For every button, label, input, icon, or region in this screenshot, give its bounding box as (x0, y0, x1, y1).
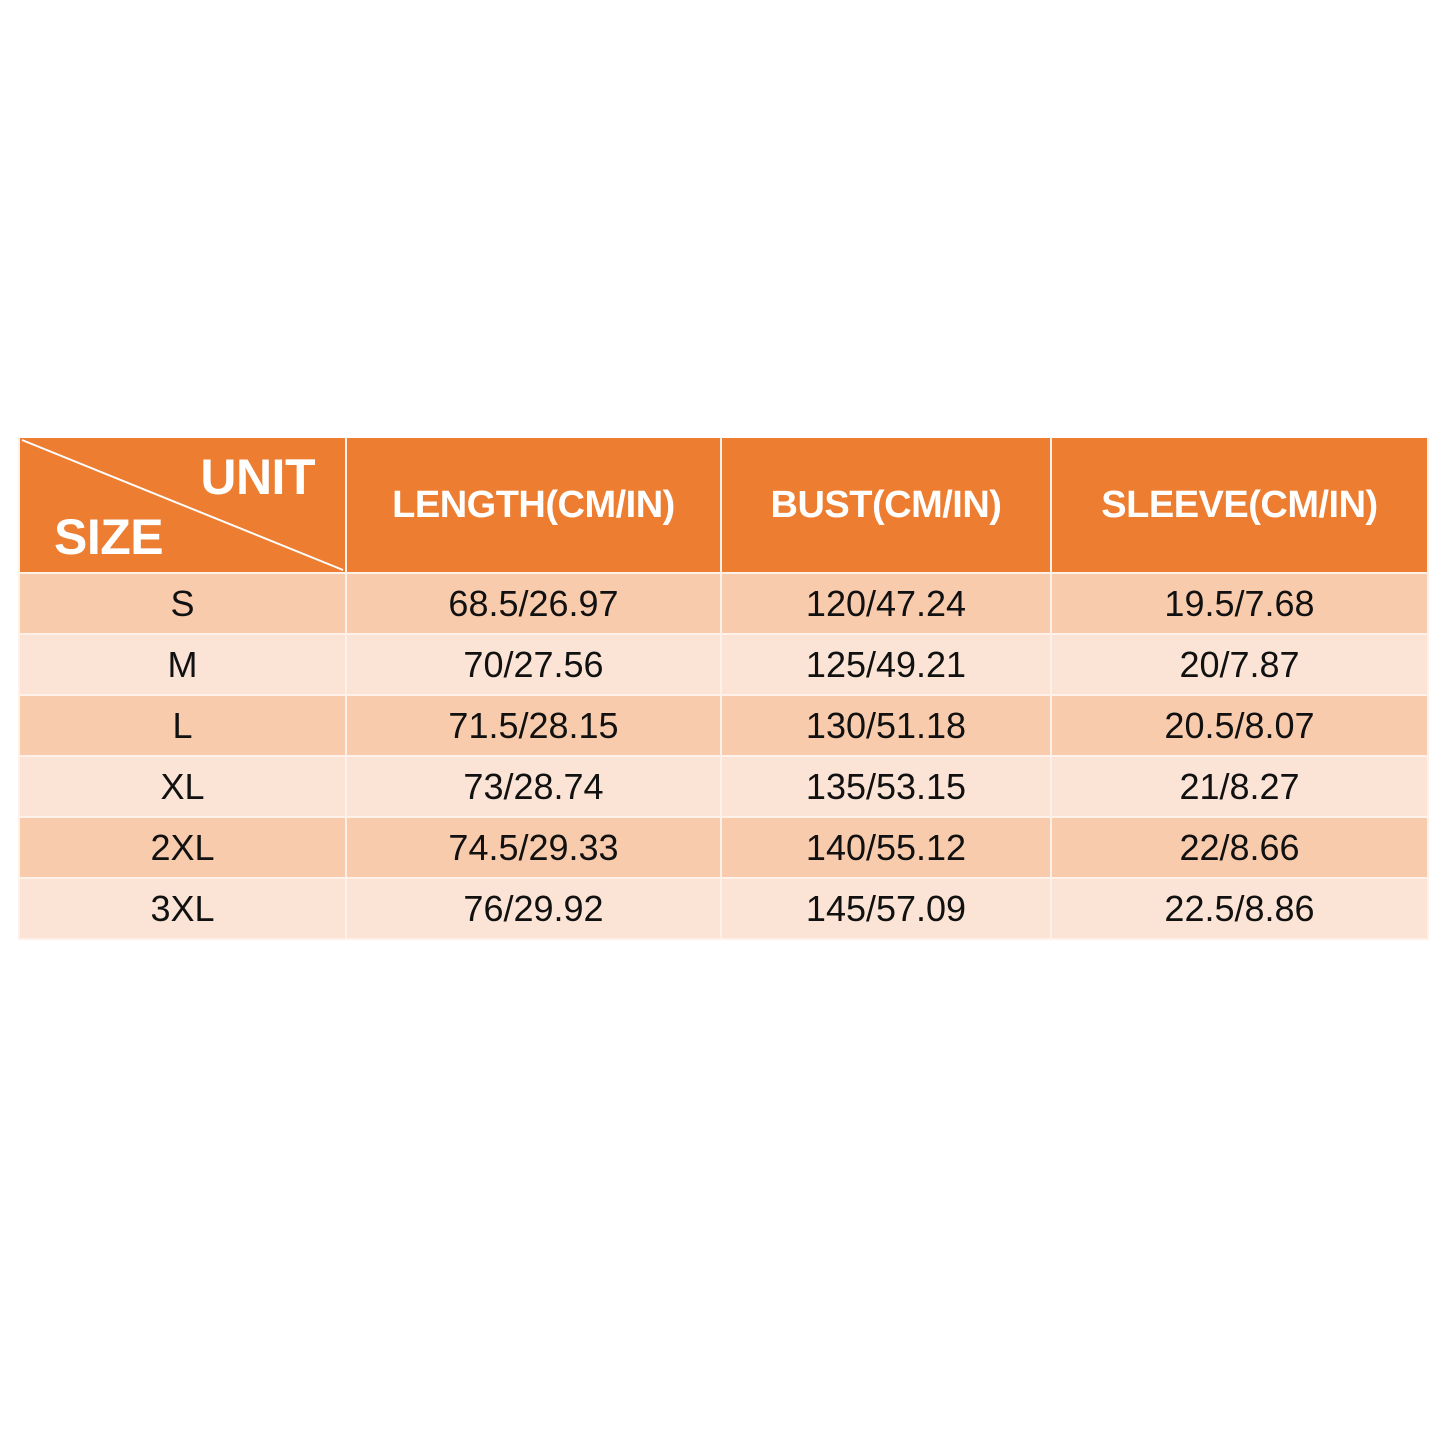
table-row: M 70/27.56 125/49.21 20/7.87 (18, 634, 1429, 696)
size-cell: 3XL (18, 878, 347, 940)
length-cell: 74.5/29.33 (345, 817, 722, 879)
bust-cell: 125/49.21 (720, 634, 1052, 696)
length-cell: 68.5/26.97 (345, 573, 722, 635)
bust-cell: 130/51.18 (720, 695, 1052, 757)
header-bust: BUST(CM/IN) (720, 438, 1052, 574)
table-row: L 71.5/28.15 130/51.18 20.5/8.07 (18, 695, 1429, 757)
header-length: LENGTH(CM/IN) (345, 438, 722, 574)
sleeve-cell: 20/7.87 (1050, 634, 1429, 696)
length-cell: 71.5/28.15 (345, 695, 722, 757)
sleeve-cell: 20.5/8.07 (1050, 695, 1429, 757)
size-cell: S (18, 573, 347, 635)
bust-cell: 140/55.12 (720, 817, 1052, 879)
table-row: S 68.5/26.97 120/47.24 19.5/7.68 (18, 573, 1429, 635)
size-cell: 2XL (18, 817, 347, 879)
bust-cell: 135/53.15 (720, 756, 1052, 818)
size-cell: L (18, 695, 347, 757)
sleeve-cell: 19.5/7.68 (1050, 573, 1429, 635)
size-label: SIZE (54, 509, 164, 565)
header-sleeve: SLEEVE(CM/IN) (1050, 438, 1429, 574)
bust-cell: 145/57.09 (720, 878, 1052, 940)
table-row: XL 73/28.74 135/53.15 21/8.27 (18, 756, 1429, 818)
table-row: 3XL 76/29.92 145/57.09 22.5/8.86 (18, 878, 1429, 940)
header-row: UNIT SIZE LENGTH(CM/IN) BUST(CM/IN) SLEE… (18, 438, 1429, 574)
size-cell: M (18, 634, 347, 696)
length-cell: 70/27.56 (345, 634, 722, 696)
size-cell: XL (18, 756, 347, 818)
diagonal-divider (21, 439, 344, 571)
bust-cell: 120/47.24 (720, 573, 1052, 635)
sleeve-cell: 22.5/8.86 (1050, 878, 1429, 940)
unit-label: UNIT (200, 449, 315, 505)
corner-header: UNIT SIZE (18, 438, 347, 574)
length-cell: 73/28.74 (345, 756, 722, 818)
sleeve-cell: 22/8.66 (1050, 817, 1429, 879)
length-cell: 76/29.92 (345, 878, 722, 940)
sleeve-cell: 21/8.27 (1050, 756, 1429, 818)
size-chart-table: UNIT SIZE LENGTH(CM/IN) BUST(CM/IN) SLEE… (18, 438, 1429, 940)
table-row: 2XL 74.5/29.33 140/55.12 22/8.66 (18, 817, 1429, 879)
